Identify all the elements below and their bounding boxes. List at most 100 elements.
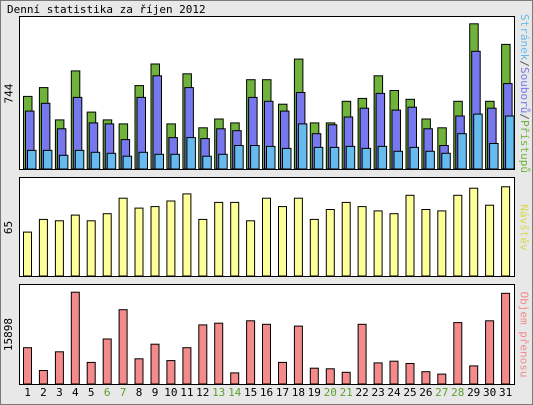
bar-visits-day-5	[86, 220, 96, 276]
x-tick-label-day-17: 17	[275, 386, 290, 399]
legend-volume: Objem přenosu	[517, 291, 531, 378]
legend-separator: /	[517, 59, 531, 67]
x-tick-label-day-2: 2	[40, 386, 47, 399]
x-tick-label-day-11: 11	[180, 386, 194, 399]
bar-pages-day-8	[138, 151, 148, 169]
bar-pages-day-25	[409, 146, 419, 169]
x-tick-label-day-3: 3	[56, 386, 63, 399]
bar-pages-day-30	[489, 143, 499, 169]
bar-visits-day-21	[341, 201, 351, 276]
bar-volume-day-31	[501, 292, 511, 384]
x-axis-labels: 1 2 3 4 5 6 7 8 9 10 11 12 13 14 15 16 17 18 19 20 21 22 23 24 2…	[1, 386, 533, 402]
bar-files-day-24	[391, 109, 401, 169]
bar-volume-day-22	[357, 323, 367, 384]
bar-visits-day-3	[54, 220, 64, 276]
bar-files-day-21	[343, 116, 354, 169]
bar-volume-day-18	[293, 325, 303, 384]
bar-volume-day-14	[230, 372, 240, 384]
bar-pages-day-9	[154, 153, 164, 169]
legend-files: Souborů	[517, 66, 531, 113]
y-max-label-visits: 65	[2, 220, 16, 234]
bar-volume-day-29	[469, 365, 479, 384]
bar-pages-day-29	[473, 113, 483, 169]
x-tick-label-day-4: 4	[71, 386, 79, 399]
bar-volume-day-26	[421, 371, 431, 384]
x-tick-label-day-24: 24	[387, 386, 401, 399]
bar-visits-day-1	[23, 231, 32, 276]
x-tick-label-day-25: 25	[403, 386, 417, 399]
bar-visits-day-2	[38, 218, 48, 276]
bar-volume-day-28	[453, 322, 463, 384]
bar-pages-day-28	[457, 133, 467, 169]
bar-visits-day-9	[150, 206, 160, 276]
bar-pages-day-19	[313, 146, 324, 169]
bar-visits-day-31	[501, 186, 511, 276]
bar-pages-day-14	[234, 145, 244, 169]
bar-volume-day-30	[485, 320, 495, 384]
bar-volume-day-6	[102, 338, 112, 384]
bar-visits-day-18	[293, 197, 303, 276]
bar-pages-day-22	[361, 147, 372, 169]
bar-visits-day-28	[453, 194, 463, 276]
x-tick-label-day-23: 23	[371, 386, 385, 399]
bar-pages-day-3	[58, 154, 69, 169]
bar-visits-day-7	[118, 197, 128, 276]
x-tick-label-day-26: 26	[419, 386, 433, 399]
x-tick-label-day-20: 20	[323, 386, 337, 399]
bar-visits-day-30	[485, 204, 495, 276]
x-tick-label-day-10: 10	[164, 386, 178, 399]
bar-visits-day-17	[278, 206, 287, 276]
bar-volume-day-25	[405, 363, 415, 384]
bar-files-day-17	[280, 110, 290, 169]
bar-visits-day-29	[469, 187, 479, 276]
bar-volume-day-15	[246, 320, 256, 384]
x-tick-label-day-31: 31	[498, 386, 513, 399]
bar-files-day-4	[72, 96, 83, 169]
panel-volume	[19, 284, 515, 385]
bar-pages-day-10	[170, 153, 180, 169]
x-tick-label-day-16: 16	[259, 386, 274, 399]
bar-files-day-13	[216, 128, 226, 169]
bar-pages-day-21	[345, 145, 356, 169]
x-tick-label-day-27: 27	[435, 386, 449, 399]
bar-visits-day-22	[357, 206, 367, 276]
legend-hits-files-pages: Stránek/Souborů/Přístupů	[516, 14, 532, 173]
bar-visits-day-24	[389, 213, 399, 276]
bar-pages-day-4	[74, 149, 85, 169]
bar-files-day-8	[136, 96, 146, 169]
x-tick-label-day-19: 19	[307, 386, 321, 399]
bar-pages-day-5	[90, 151, 101, 169]
bar-files-day-6	[104, 123, 115, 169]
bar-files-day-11	[184, 87, 194, 169]
panel-visits	[19, 177, 515, 277]
bar-volume-day-5	[86, 361, 96, 384]
bar-volume-day-12	[198, 324, 208, 384]
legend-separator: /	[517, 112, 531, 120]
bar-files-day-15	[248, 96, 258, 169]
bar-pages-day-12	[202, 155, 212, 169]
bar-visits-day-10	[166, 200, 176, 276]
x-tick-label-day-5: 5	[87, 386, 95, 399]
bar-pages-day-7	[122, 155, 133, 169]
y-max-label-volume: 15898	[2, 317, 16, 352]
x-tick-label-day-18: 18	[291, 386, 306, 399]
bar-volume-day-10	[166, 360, 176, 384]
bar-files-day-23	[375, 92, 386, 169]
x-tick-label-day-8: 8	[135, 386, 143, 399]
bar-files-day-2	[40, 102, 51, 169]
legend-hits: Přístupů	[517, 119, 531, 173]
x-tick-label-day-1: 1	[24, 386, 31, 399]
bar-visits-day-27	[437, 210, 447, 276]
bar-visits-day-19	[309, 218, 319, 276]
bar-pages-day-27	[441, 152, 451, 169]
bar-volume-day-23	[373, 362, 383, 384]
bar-files-day-16	[264, 100, 274, 169]
panel-hits-files-pages	[19, 16, 515, 170]
bar-volume-day-17	[278, 361, 287, 384]
bar-volume-day-7	[118, 309, 128, 384]
bar-visits-day-4	[70, 214, 80, 276]
legend-visits: Návštěv	[517, 203, 531, 251]
x-tick-label-day-12: 12	[196, 386, 210, 399]
bar-visits-day-11	[182, 193, 192, 276]
